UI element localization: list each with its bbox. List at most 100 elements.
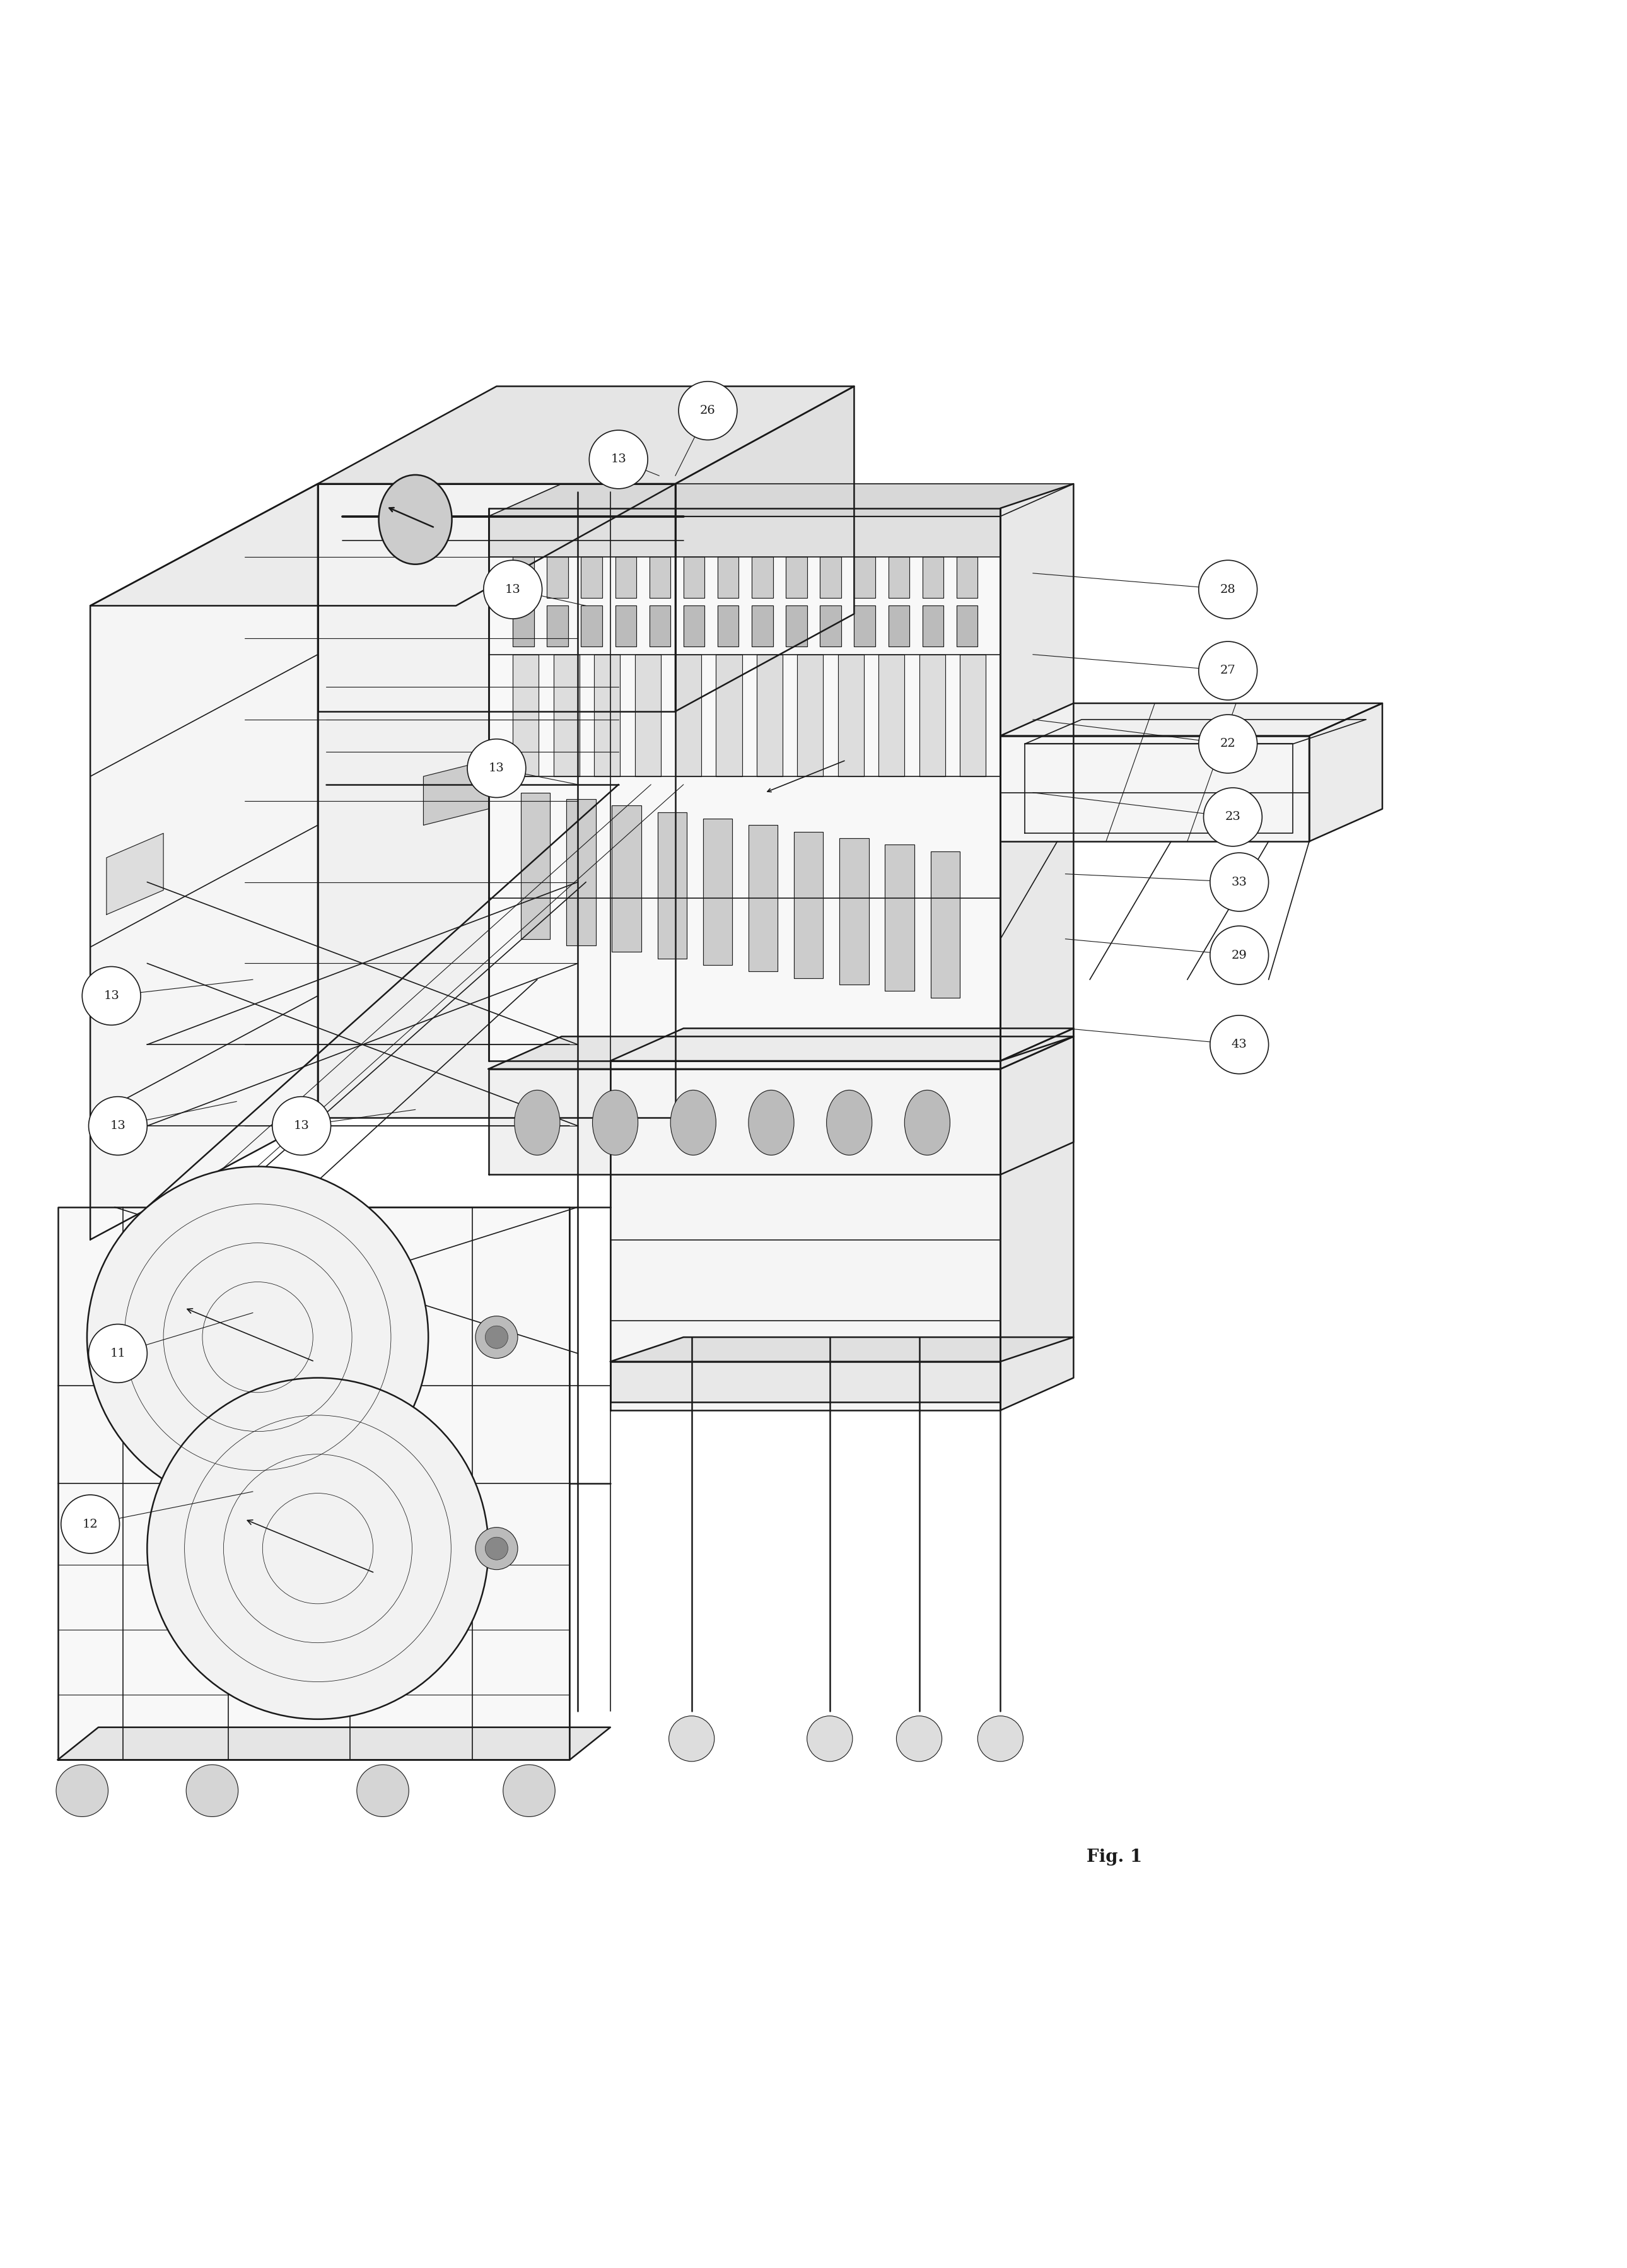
Polygon shape bbox=[547, 606, 568, 646]
Text: 33: 33 bbox=[1232, 875, 1248, 887]
Circle shape bbox=[485, 1327, 508, 1349]
Polygon shape bbox=[885, 844, 914, 991]
Circle shape bbox=[57, 1765, 107, 1817]
Circle shape bbox=[81, 966, 140, 1025]
Polygon shape bbox=[957, 606, 978, 646]
Polygon shape bbox=[838, 655, 864, 776]
Polygon shape bbox=[317, 483, 675, 1118]
Polygon shape bbox=[610, 1338, 1074, 1361]
Circle shape bbox=[1199, 560, 1258, 619]
Polygon shape bbox=[1001, 735, 1310, 841]
Circle shape bbox=[60, 1495, 119, 1554]
Circle shape bbox=[896, 1717, 942, 1762]
Polygon shape bbox=[317, 386, 854, 483]
Circle shape bbox=[1210, 1016, 1269, 1073]
Text: 11: 11 bbox=[111, 1347, 125, 1359]
Circle shape bbox=[185, 1765, 238, 1817]
Text: 12: 12 bbox=[83, 1520, 98, 1531]
Polygon shape bbox=[488, 508, 1001, 1061]
Polygon shape bbox=[923, 606, 944, 646]
Circle shape bbox=[475, 1526, 517, 1569]
Polygon shape bbox=[649, 558, 670, 596]
Circle shape bbox=[1199, 642, 1258, 701]
Polygon shape bbox=[59, 1207, 569, 1760]
Circle shape bbox=[146, 1379, 488, 1719]
Circle shape bbox=[88, 1325, 146, 1383]
Polygon shape bbox=[923, 558, 944, 596]
Polygon shape bbox=[488, 483, 1074, 517]
Polygon shape bbox=[683, 558, 704, 596]
Text: 13: 13 bbox=[111, 1120, 125, 1132]
Polygon shape bbox=[1001, 483, 1074, 1061]
Circle shape bbox=[589, 431, 648, 488]
Text: 23: 23 bbox=[1225, 812, 1241, 823]
Polygon shape bbox=[610, 1361, 1001, 1402]
Polygon shape bbox=[553, 655, 579, 776]
Ellipse shape bbox=[379, 474, 452, 565]
Polygon shape bbox=[1310, 703, 1383, 841]
Polygon shape bbox=[960, 655, 986, 776]
Polygon shape bbox=[513, 655, 539, 776]
Polygon shape bbox=[488, 517, 1001, 558]
Circle shape bbox=[272, 1098, 330, 1154]
Polygon shape bbox=[675, 655, 701, 776]
Polygon shape bbox=[615, 606, 636, 646]
Circle shape bbox=[467, 739, 526, 798]
Polygon shape bbox=[820, 558, 841, 596]
Polygon shape bbox=[106, 832, 163, 914]
Circle shape bbox=[356, 1765, 408, 1817]
Polygon shape bbox=[521, 792, 550, 939]
Polygon shape bbox=[752, 558, 773, 596]
Circle shape bbox=[503, 1765, 555, 1817]
Polygon shape bbox=[89, 483, 317, 1241]
Polygon shape bbox=[703, 819, 732, 964]
Polygon shape bbox=[423, 760, 488, 826]
Text: Fig. 1: Fig. 1 bbox=[1087, 1848, 1142, 1867]
Polygon shape bbox=[581, 606, 602, 646]
Polygon shape bbox=[683, 606, 704, 646]
Circle shape bbox=[88, 1098, 146, 1154]
Circle shape bbox=[669, 1717, 714, 1762]
Circle shape bbox=[678, 381, 737, 440]
Circle shape bbox=[86, 1166, 428, 1508]
Polygon shape bbox=[786, 558, 807, 596]
Circle shape bbox=[1210, 925, 1269, 984]
Polygon shape bbox=[757, 655, 783, 776]
Polygon shape bbox=[718, 558, 739, 596]
Polygon shape bbox=[854, 606, 875, 646]
Polygon shape bbox=[786, 606, 807, 646]
Polygon shape bbox=[840, 839, 869, 984]
Polygon shape bbox=[1001, 703, 1383, 735]
Polygon shape bbox=[1001, 1027, 1074, 1411]
Polygon shape bbox=[610, 1061, 1001, 1411]
Text: 13: 13 bbox=[610, 454, 626, 465]
Polygon shape bbox=[854, 558, 875, 596]
Polygon shape bbox=[566, 798, 595, 946]
Polygon shape bbox=[612, 805, 641, 953]
Polygon shape bbox=[649, 606, 670, 646]
Polygon shape bbox=[879, 655, 905, 776]
Circle shape bbox=[485, 1538, 508, 1560]
Circle shape bbox=[807, 1717, 853, 1762]
Polygon shape bbox=[797, 655, 823, 776]
Circle shape bbox=[1210, 853, 1269, 912]
Polygon shape bbox=[547, 558, 568, 596]
Polygon shape bbox=[748, 826, 778, 971]
Polygon shape bbox=[610, 1027, 1074, 1061]
Polygon shape bbox=[794, 832, 823, 978]
Text: 29: 29 bbox=[1232, 950, 1248, 962]
Polygon shape bbox=[957, 558, 978, 596]
Circle shape bbox=[1199, 714, 1258, 773]
Circle shape bbox=[978, 1717, 1023, 1762]
Polygon shape bbox=[752, 606, 773, 646]
Text: 13: 13 bbox=[504, 583, 521, 594]
Text: 13: 13 bbox=[294, 1120, 309, 1132]
Text: 43: 43 bbox=[1232, 1039, 1248, 1050]
Ellipse shape bbox=[514, 1091, 560, 1154]
Ellipse shape bbox=[670, 1091, 716, 1154]
Text: 28: 28 bbox=[1220, 583, 1237, 594]
Text: 27: 27 bbox=[1220, 665, 1237, 676]
Text: 22: 22 bbox=[1220, 737, 1237, 748]
Polygon shape bbox=[919, 655, 945, 776]
Text: 13: 13 bbox=[488, 762, 504, 773]
